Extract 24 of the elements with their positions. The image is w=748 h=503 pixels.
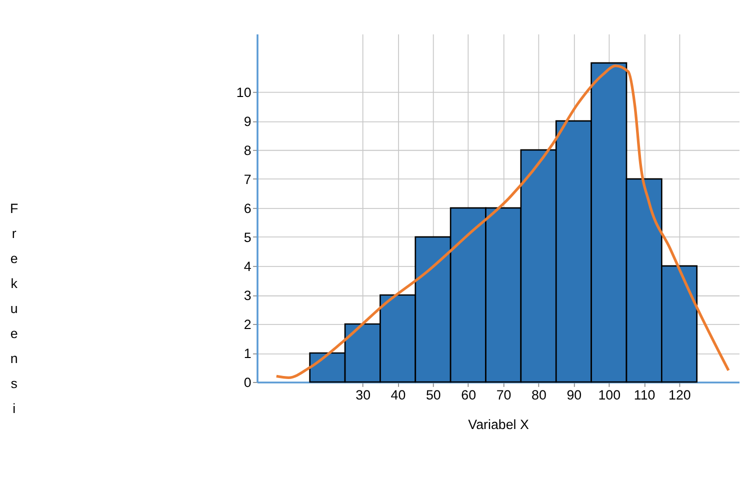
x-tick-label: 90 [566, 387, 582, 402]
y-tick-label: 6 [244, 200, 252, 216]
y-tick-label: 7 [244, 172, 252, 187]
y-tick-label: 8 [244, 142, 252, 158]
y-tick-label: 3 [244, 288, 252, 303]
y-tick-label: 2 [244, 316, 252, 332]
line-series [275, 64, 730, 379]
x-tick-label: 80 [532, 387, 546, 402]
text: Frekuensi [10, 200, 18, 416]
x-tick-label: 40 [390, 387, 406, 402]
y-tick-label: 4 [244, 258, 252, 274]
x-tick-label: 30 [356, 387, 371, 402]
x-tick-label: 120 [668, 387, 691, 402]
x-tick-label: 110 [634, 387, 656, 402]
y-tick-label: 10 [236, 84, 252, 100]
y-tick-label: 0 [244, 374, 252, 390]
y-tick-label: 5 [244, 230, 252, 245]
y-tick-label: 1 [244, 346, 252, 361]
x-axis-title: Variabel X [468, 416, 529, 432]
y-tick-label: 9 [244, 114, 252, 129]
x-tick-label: 50 [426, 387, 441, 402]
x-tick-label: 70 [496, 387, 512, 402]
x-tick-label: 60 [461, 387, 476, 402]
x-tick-label: 100 [598, 387, 621, 402]
